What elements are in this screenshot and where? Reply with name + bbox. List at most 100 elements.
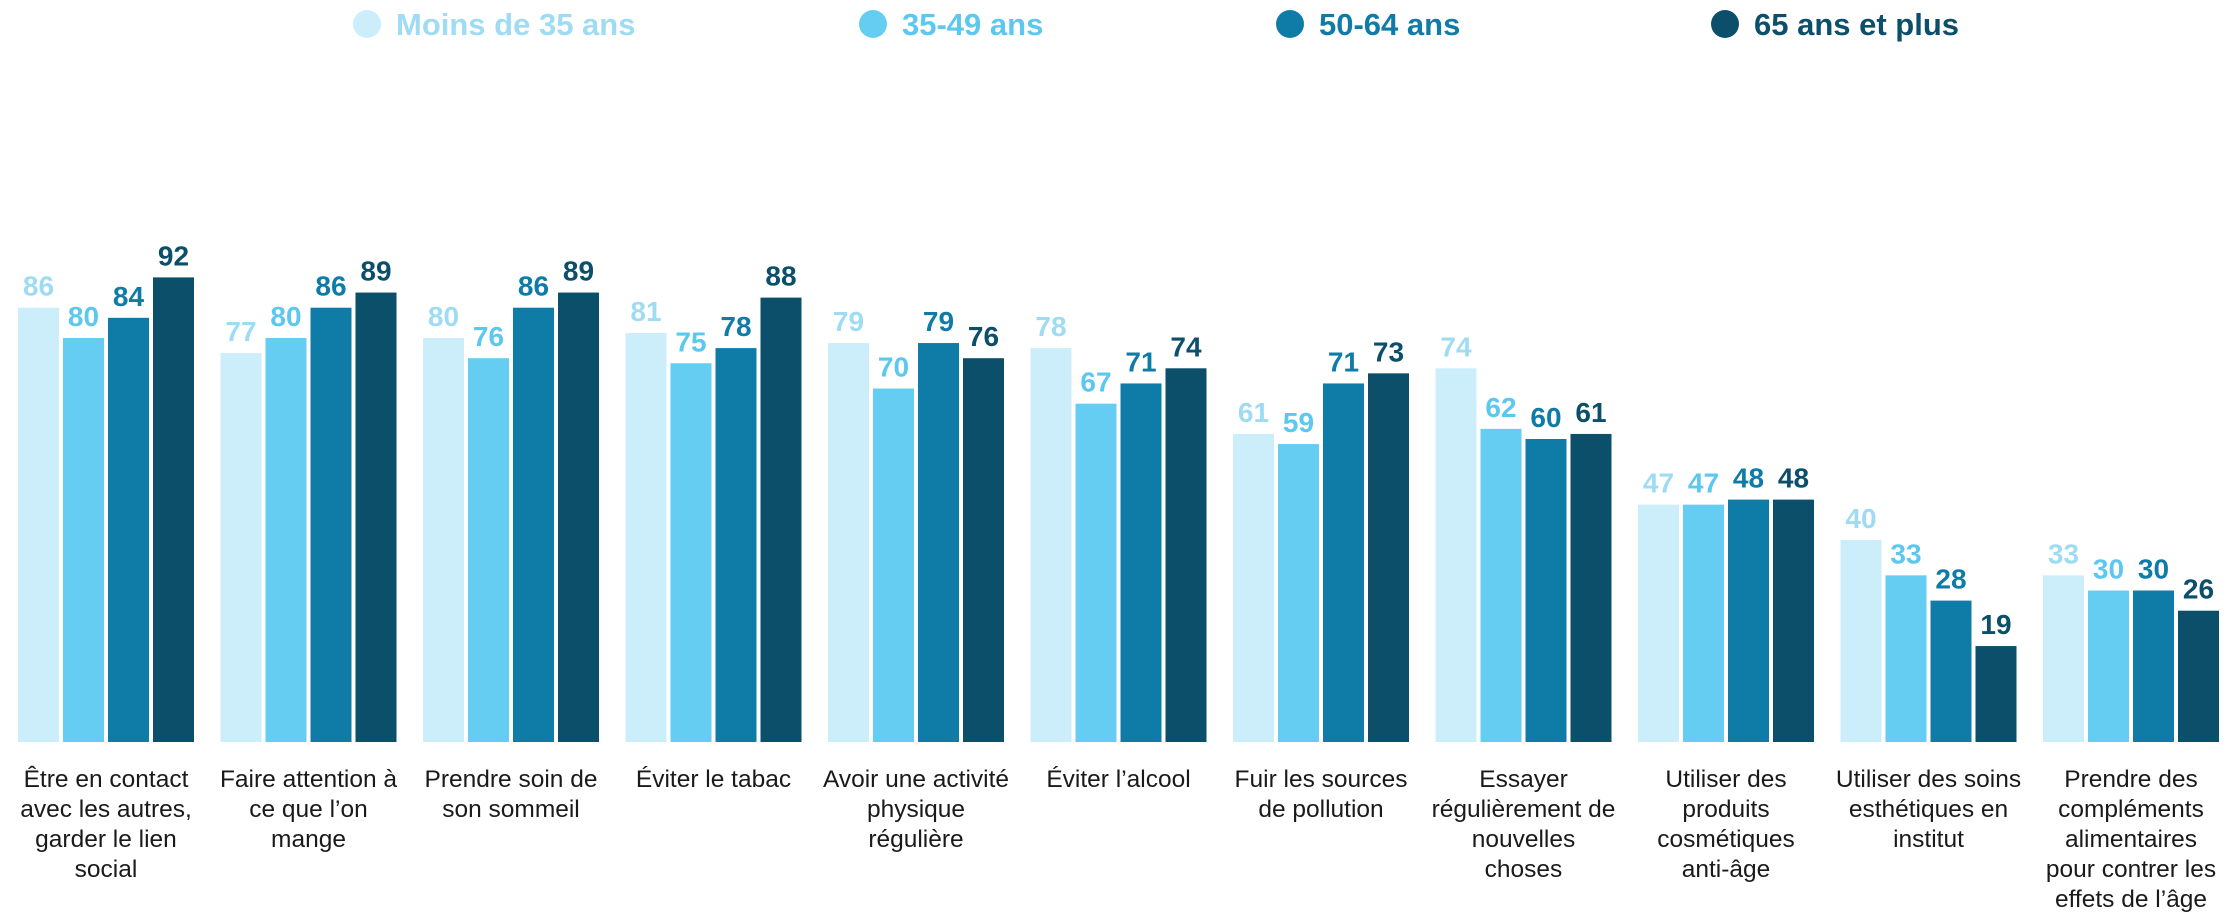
legend-label: Moins de 35 ans: [396, 7, 635, 42]
legend-marker: [859, 10, 887, 38]
bar: [355, 292, 397, 742]
bar: [1975, 646, 2017, 742]
bar: [310, 307, 352, 742]
legend-marker: [353, 10, 381, 38]
category-label: Fuir les sources de pollution: [1235, 766, 1408, 823]
legend-label: 35-49 ans: [902, 7, 1043, 42]
bar: [513, 307, 554, 742]
data-label: 30: [2138, 554, 2169, 585]
data-label: 92: [158, 240, 189, 271]
bar: [1885, 575, 1927, 742]
bar: [1683, 504, 1724, 742]
data-label: 84: [113, 281, 145, 312]
data-label: 89: [563, 256, 594, 287]
bar: [1480, 428, 1522, 742]
bar: [1728, 499, 1769, 742]
data-label: 28: [1935, 564, 1966, 595]
legend-marker: [1276, 10, 1304, 38]
bar: [1120, 383, 1162, 742]
value-labels: 86 80 84 92 77 80 86 89 80 76 86 89 81 75 78 88 79 70 79 76…: [23, 240, 2214, 640]
bar: [423, 338, 464, 742]
category-label: Prendre des compléments alimentaires pour c…: [2046, 766, 2216, 913]
data-label: 70: [878, 352, 909, 383]
bar: [1638, 504, 1679, 742]
bar: [1368, 373, 1409, 742]
data-label: 86: [315, 271, 346, 302]
bar: [63, 338, 104, 742]
data-label: 75: [675, 326, 706, 357]
bar: [2178, 610, 2219, 742]
data-label: 76: [473, 321, 504, 352]
category-labels: Être en contact avec les autres, garder le…: [20, 766, 2216, 913]
data-label: 78: [720, 311, 751, 342]
category-label: Avoir une activité physique régulière: [823, 766, 1009, 853]
bar: [1435, 368, 1477, 742]
bar: [2088, 590, 2129, 742]
bar: [1075, 403, 1117, 742]
category-label: Utiliser des produits cosmétiques anti-âge: [1657, 766, 1795, 883]
data-label: 79: [923, 306, 954, 337]
bar: [1233, 433, 1274, 742]
data-label: 48: [1733, 463, 1764, 494]
category-label: Essayer régulièrement de nouvelles choses: [1432, 766, 1616, 883]
data-label: 78: [1035, 311, 1066, 342]
bar: [1030, 348, 1072, 742]
data-label: 30: [2093, 554, 2124, 585]
data-label: 47: [1643, 468, 1674, 499]
bar: [625, 332, 667, 742]
bar: [1840, 540, 1882, 742]
data-label: 80: [68, 301, 99, 332]
category-label: Éviter l’alcool: [1046, 766, 1190, 793]
bar: [468, 358, 509, 742]
bar: [1773, 499, 1814, 742]
data-label: 67: [1080, 367, 1111, 398]
data-label: 40: [1845, 503, 1876, 534]
legend-item: 65 ans et plus: [1711, 7, 1959, 42]
bar: [1165, 368, 1207, 742]
data-label: 74: [1440, 331, 1472, 362]
bar: [1323, 383, 1364, 742]
bar: [828, 343, 869, 742]
data-label: 26: [2183, 574, 2214, 605]
data-label: 33: [1890, 538, 1921, 569]
data-label: 79: [833, 306, 864, 337]
bar: [108, 317, 149, 742]
bar: [1525, 439, 1567, 742]
data-label: 76: [968, 321, 999, 352]
data-label: 89: [360, 256, 391, 287]
data-label: 60: [1530, 402, 1561, 433]
legend-label: 65 ans et plus: [1754, 7, 1959, 42]
bar: [918, 343, 959, 742]
data-label: 33: [2048, 538, 2079, 569]
category-label: Éviter le tabac: [636, 766, 791, 793]
bars: [18, 277, 2219, 742]
legend-label: 50-64 ans: [1319, 7, 1460, 42]
category-label: Utiliser des soins esthétiques en institut: [1836, 766, 2021, 853]
legend-item: 35-49 ans: [859, 7, 1043, 42]
bar: [558, 292, 599, 742]
data-label: 59: [1283, 407, 1314, 438]
bar: [265, 338, 307, 742]
data-label: 62: [1485, 392, 1516, 423]
legend-marker: [1711, 10, 1739, 38]
data-label: 80: [428, 301, 459, 332]
data-label: 73: [1373, 336, 1404, 367]
bar: [1930, 600, 1972, 742]
legend: Moins de 35 ans 35-49 ans 50-64 ans 65 ans …: [353, 7, 1959, 42]
bar: [963, 358, 1004, 742]
data-label: 61: [1575, 397, 1606, 428]
legend-item: 50-64 ans: [1276, 7, 1460, 42]
bar: [873, 388, 914, 742]
category-label: Être en contact avec les autres, garder le…: [20, 766, 192, 883]
bar: [760, 297, 802, 742]
bar: [670, 363, 712, 742]
category-label: Prendre soin de son sommeil: [425, 766, 598, 823]
data-label: 88: [765, 261, 796, 292]
data-label: 48: [1778, 463, 1809, 494]
data-label: 19: [1980, 609, 2011, 640]
data-label: 77: [225, 316, 256, 347]
bar: [153, 277, 194, 742]
data-label: 47: [1688, 468, 1719, 499]
data-label: 71: [1125, 346, 1156, 377]
